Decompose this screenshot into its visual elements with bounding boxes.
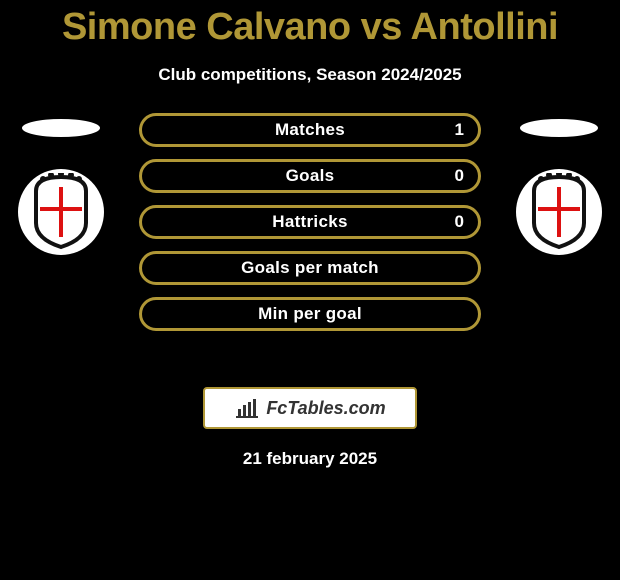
stat-label: Min per goal bbox=[258, 304, 362, 324]
stat-bars: Matches 1 Goals 0 Hattricks 0 Goals per … bbox=[139, 113, 481, 331]
stat-value: 1 bbox=[455, 120, 464, 140]
site-logo[interactable]: FcTables.com bbox=[203, 387, 417, 429]
site-logo-text: FcTables.com bbox=[266, 398, 385, 419]
stat-bar-hattricks: Hattricks 0 bbox=[139, 205, 481, 239]
player-left-avatar bbox=[20, 117, 102, 139]
stat-label: Matches bbox=[275, 120, 345, 140]
stat-bar-goals-per-match: Goals per match bbox=[139, 251, 481, 285]
stat-bar-matches: Matches 1 bbox=[139, 113, 481, 147]
stat-label: Hattricks bbox=[272, 212, 347, 232]
stat-value: 0 bbox=[455, 212, 464, 232]
comparison-stage: Matches 1 Goals 0 Hattricks 0 Goals per … bbox=[0, 113, 620, 373]
stat-bar-min-per-goal: Min per goal bbox=[139, 297, 481, 331]
stat-label: Goals bbox=[286, 166, 335, 186]
club-right-crest bbox=[516, 169, 602, 255]
stat-bar-goals: Goals 0 bbox=[139, 159, 481, 193]
subtitle: Club competitions, Season 2024/2025 bbox=[0, 65, 620, 85]
club-left-crest bbox=[18, 169, 104, 255]
date-label: 21 february 2025 bbox=[0, 449, 620, 469]
stat-label: Goals per match bbox=[241, 258, 379, 278]
bar-chart-icon bbox=[234, 397, 260, 419]
player-right-avatar bbox=[518, 117, 600, 139]
stat-value: 0 bbox=[455, 166, 464, 186]
page-title: Simone Calvano vs Antollini bbox=[0, 0, 620, 49]
